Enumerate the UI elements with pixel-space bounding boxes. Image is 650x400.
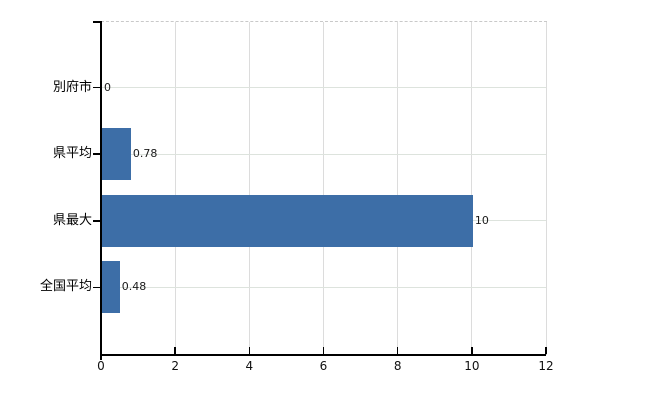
bar-県平均 <box>102 128 131 181</box>
bar-県最大 <box>102 194 473 247</box>
bar-全国平均 <box>102 261 120 314</box>
x-tick-label: 6 <box>319 359 328 373</box>
value-label: 10 <box>474 213 489 227</box>
vertical-gridline <box>323 22 324 354</box>
y-axis-tick <box>93 153 100 155</box>
y-axis-tick <box>93 86 100 89</box>
vertical-gridline <box>545 22 547 354</box>
value-label: 0.48 <box>121 280 147 294</box>
category-label: 全国平均 <box>39 279 92 295</box>
y-axis-tick <box>93 286 100 289</box>
x-axis-tick <box>545 347 547 354</box>
vertical-gridline <box>471 22 473 354</box>
x-tick-label: 12 <box>538 359 554 373</box>
horizontal-gridline <box>102 87 546 89</box>
vertical-gridline <box>397 22 399 354</box>
x-tick-label: 4 <box>245 359 254 373</box>
y-axis-tick <box>93 220 100 222</box>
vertical-gridline <box>248 22 250 354</box>
category-label: 別府市 <box>52 79 92 95</box>
x-axis-tick <box>322 347 325 354</box>
x-tick-label: 2 <box>171 359 179 373</box>
plot-border <box>101 21 547 355</box>
x-axis <box>101 354 546 356</box>
x-axis-tick <box>471 347 473 354</box>
y-axis-top-tick <box>93 21 100 23</box>
horizontal-gridline <box>102 286 546 288</box>
horizontal-gridline <box>102 153 546 155</box>
x-axis-tick <box>396 347 399 354</box>
value-label: 0 <box>104 80 111 94</box>
value-label: 0.78 <box>132 147 158 161</box>
y-axis <box>100 21 102 360</box>
x-axis-tick <box>248 347 251 354</box>
vertical-gridline <box>174 22 176 354</box>
x-tick-label: 10 <box>464 359 480 373</box>
category-label: 県最大 <box>52 212 92 228</box>
x-tick-label: 8 <box>393 359 402 373</box>
x-axis-tick <box>174 347 176 354</box>
x-tick-label: 0 <box>97 359 105 373</box>
category-label: 県平均 <box>52 146 92 162</box>
